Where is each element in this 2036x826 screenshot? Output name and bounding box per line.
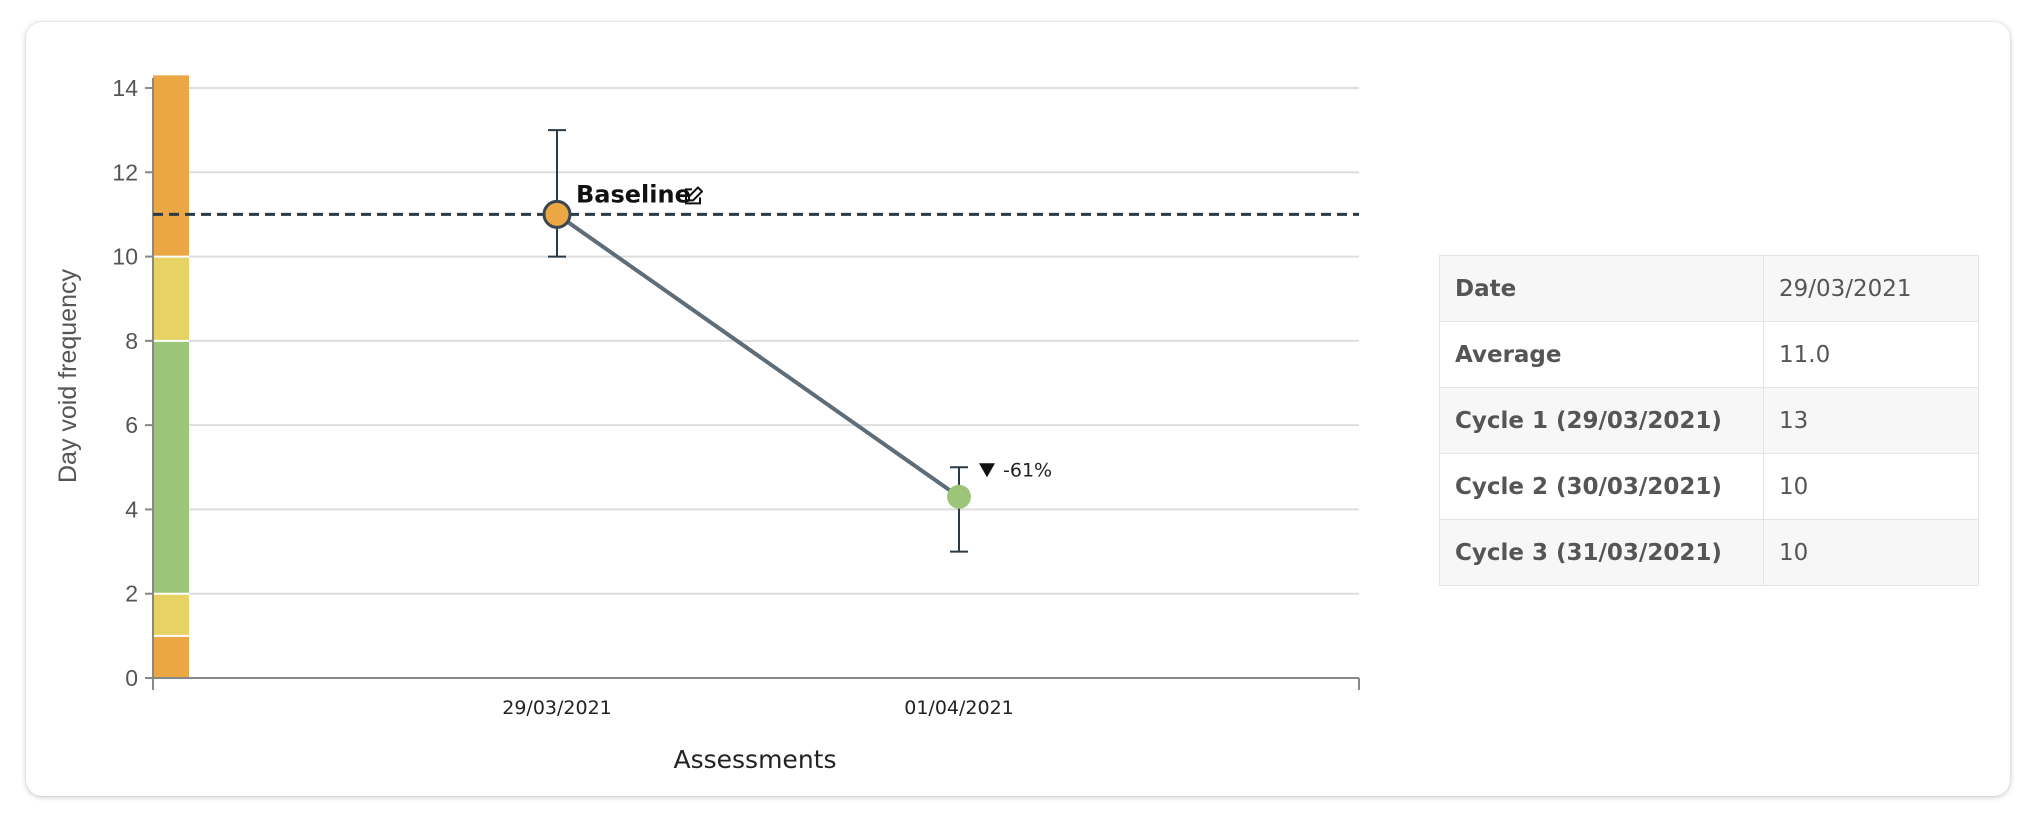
down-arrow-icon bbox=[979, 463, 995, 478]
y-tick-label: 12 bbox=[112, 159, 138, 185]
x-tick-label: 01/04/2021 bbox=[904, 697, 1014, 719]
assessment-chart: 0 2 4 6 8 10 12 14 29/03/2021 01/04/2021 Baselin… bbox=[54, 75, 1360, 774]
baseline-point bbox=[542, 199, 572, 229]
severity-bands bbox=[153, 75, 189, 678]
details-row-label: Date bbox=[1439, 255, 1764, 322]
severity-band bbox=[153, 340, 189, 594]
details-row-value: 29/03/2021 bbox=[1763, 255, 1979, 322]
baseline-label: Baseline bbox=[576, 180, 691, 208]
y-tick-label: 2 bbox=[125, 581, 138, 607]
severity-band bbox=[153, 75, 189, 257]
details-row: Cycle 3 (31/03/2021) 10 bbox=[1439, 519, 1979, 586]
y-tick-label: 4 bbox=[125, 496, 138, 522]
axes bbox=[152, 78, 1360, 690]
details-row-value: 11.0 bbox=[1763, 321, 1979, 388]
series: Baseline -61% bbox=[153, 129, 1359, 553]
details-row: Average 11.0 bbox=[1439, 321, 1979, 388]
severity-band bbox=[153, 593, 189, 636]
x-axis-label: Assessments bbox=[674, 745, 837, 774]
y-tick-label: 10 bbox=[112, 244, 138, 270]
y-tick-label: 14 bbox=[112, 75, 138, 101]
edit-icon-frame bbox=[685, 188, 701, 205]
details-row-label: Cycle 3 (31/03/2021) bbox=[1439, 519, 1764, 586]
grid-lines bbox=[189, 87, 1359, 595]
details-row-label: Cycle 2 (30/03/2021) bbox=[1439, 453, 1764, 520]
y-tick-label: 0 bbox=[125, 665, 138, 691]
severity-band bbox=[153, 635, 189, 678]
x-ticks: 29/03/2021 01/04/2021 bbox=[502, 697, 1014, 719]
edit-icon-pencil bbox=[688, 186, 703, 202]
data-point bbox=[947, 484, 971, 509]
details-row: Cycle 1 (29/03/2021) 13 bbox=[1439, 387, 1979, 454]
details-row: Cycle 2 (30/03/2021) 10 bbox=[1439, 453, 1979, 520]
details-row-value: 13 bbox=[1763, 387, 1979, 454]
chart-card: 0 2 4 6 8 10 12 14 29/03/2021 01/04/2021 Baselin… bbox=[26, 22, 2010, 796]
y-ticks: 0 2 4 6 8 10 12 14 bbox=[112, 75, 153, 691]
details-table: Date 29/03/2021 Average 11.0 Cycle 1 (29/03/… bbox=[1439, 255, 1979, 586]
details-row-label: Cycle 1 (29/03/2021) bbox=[1439, 387, 1764, 454]
x-tick-label: 29/03/2021 bbox=[502, 697, 612, 719]
details-row: Date 29/03/2021 bbox=[1439, 255, 1979, 322]
change-label: -61% bbox=[1003, 459, 1052, 481]
y-tick-label: 8 bbox=[125, 328, 138, 354]
edit-icon[interactable] bbox=[685, 186, 703, 205]
details-row-value: 10 bbox=[1763, 453, 1979, 520]
details-row-value: 10 bbox=[1763, 519, 1979, 586]
y-axis-label: Day void frequency bbox=[54, 269, 82, 484]
series-line bbox=[555, 212, 961, 499]
details-row-label: Average bbox=[1439, 321, 1764, 388]
severity-band bbox=[153, 256, 189, 341]
y-tick-label: 6 bbox=[125, 412, 138, 438]
